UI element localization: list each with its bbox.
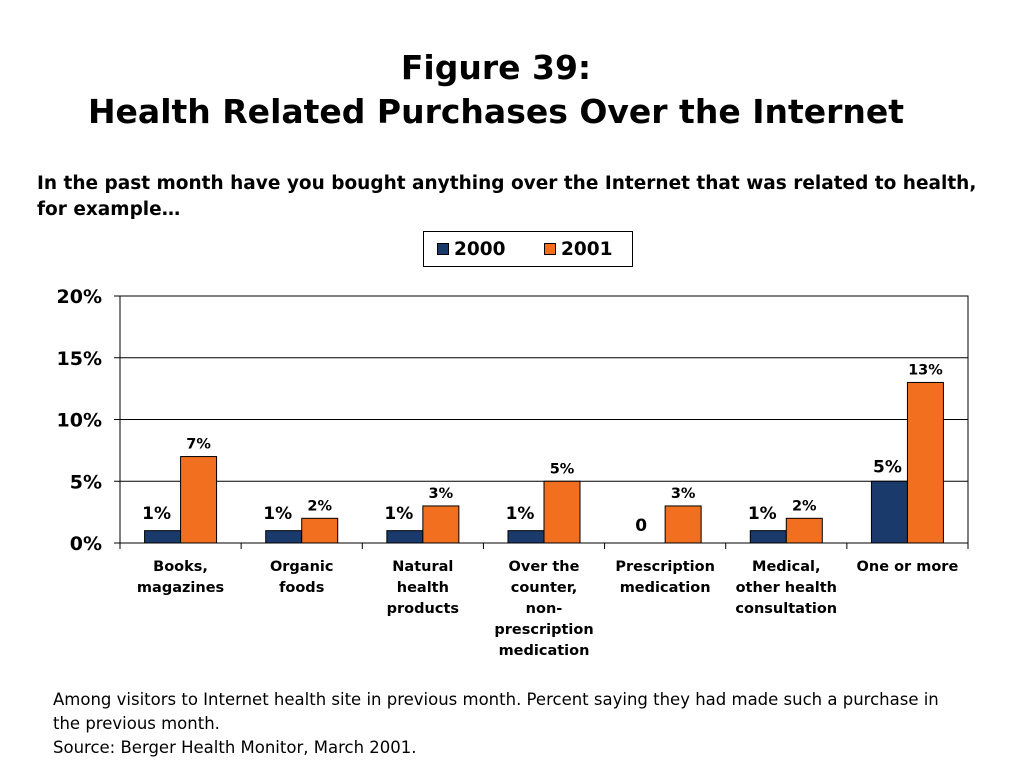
y-tick-label: 10% [57,410,102,432]
footnote-line3: Source: Berger Health Monitor, March 200… [53,738,417,757]
x-category-label-line: health [396,580,449,596]
footnote: Among visitors to Internet health site i… [53,688,1013,760]
bar-2000-6 [870,480,908,544]
x-category-label-line: non- [525,601,563,617]
chart-legend: 2000 2001 [423,231,633,267]
figure-title-line1: Figure 39: [400,48,592,87]
x-category-label-line: Organic [269,559,334,575]
bar-2001-4 [664,505,702,544]
data-label-2000-5: 1% [748,504,777,524]
x-category-label: Natural health products [364,557,482,620]
legend-label-2000: 2000 [454,239,506,260]
bar-2000-0 [144,530,182,544]
data-label-2000-4: 0 [635,516,647,536]
footnote-line1: Among visitors to Internet health site i… [53,690,939,709]
legend-label-2001: 2001 [561,239,613,260]
data-label-2000-6: 5% [873,457,902,477]
bar-2000-5 [749,530,787,544]
x-category-label: One or more [848,557,966,578]
data-label-2001-3: 5% [550,461,575,477]
data-label-2001-2: 3% [429,486,454,502]
x-category-label-line: magazines [136,580,225,596]
x-category-label-line: One or more [856,559,959,575]
x-category-label: Books, magazines [122,557,240,599]
bar-2001-2 [422,505,460,544]
bar-2000-3 [507,530,545,544]
legend-swatch-2000 [437,243,449,255]
survey-question: In the past month have you bought anythi… [37,173,977,220]
bar-2001-5 [785,517,823,544]
y-tick-label: 5% [70,471,102,493]
x-category-label-line: other health [735,580,837,596]
x-category-label: Prescription medication [606,557,724,599]
data-label-2001-6: 13% [908,362,943,378]
x-category-label-line: consultation [735,601,838,617]
bar-2001-3 [543,480,581,544]
data-label-2000-0: 1% [142,504,171,524]
data-label-2000-2: 1% [384,504,413,524]
x-category-label: Organic foods [243,557,361,599]
x-category-label-line: medication [619,580,711,596]
y-tick-label: 15% [57,348,102,370]
data-label-2001-0: 7% [186,437,211,453]
bar-2000-2 [386,530,424,544]
data-label-2000-3: 1% [506,504,535,524]
x-category-label-line: Medical, [752,559,821,575]
x-category-label-line: medication [498,643,590,659]
x-category-label-line: Over the [508,559,580,575]
x-category-label-line: foods [279,580,325,596]
x-category-label-line: Books, [153,559,208,575]
data-label-2001-5: 2% [792,498,817,514]
bar-2000-1 [265,530,303,544]
x-category-label: Over the counter, non-prescription medicati… [485,557,603,662]
legend-swatch-2001 [544,243,556,255]
x-category-label: Medical, other health consultation [727,557,845,620]
figure-title: Figure 39: Health Related Purchases Over… [0,46,992,134]
x-category-label-line: products [386,601,460,617]
x-category-label-line: prescription [494,622,594,638]
bar-2001-1 [301,517,339,544]
data-label-2001-1: 2% [307,498,332,514]
y-tick-label: 20% [57,286,102,308]
figure-title-line2: Health Related Purchases Over the Intern… [87,92,905,131]
footnote-line2: the previous month. [53,714,220,733]
x-category-label-line: counter, [510,580,578,596]
x-category-label-line: Prescription [615,559,715,575]
y-tick-label: 0% [70,533,102,555]
data-label-2001-4: 3% [671,486,696,502]
data-label-2000-1: 1% [263,504,292,524]
bar-2001-0 [180,456,218,544]
bar-2001-6 [906,381,944,544]
x-category-label-line: Natural [392,559,454,575]
